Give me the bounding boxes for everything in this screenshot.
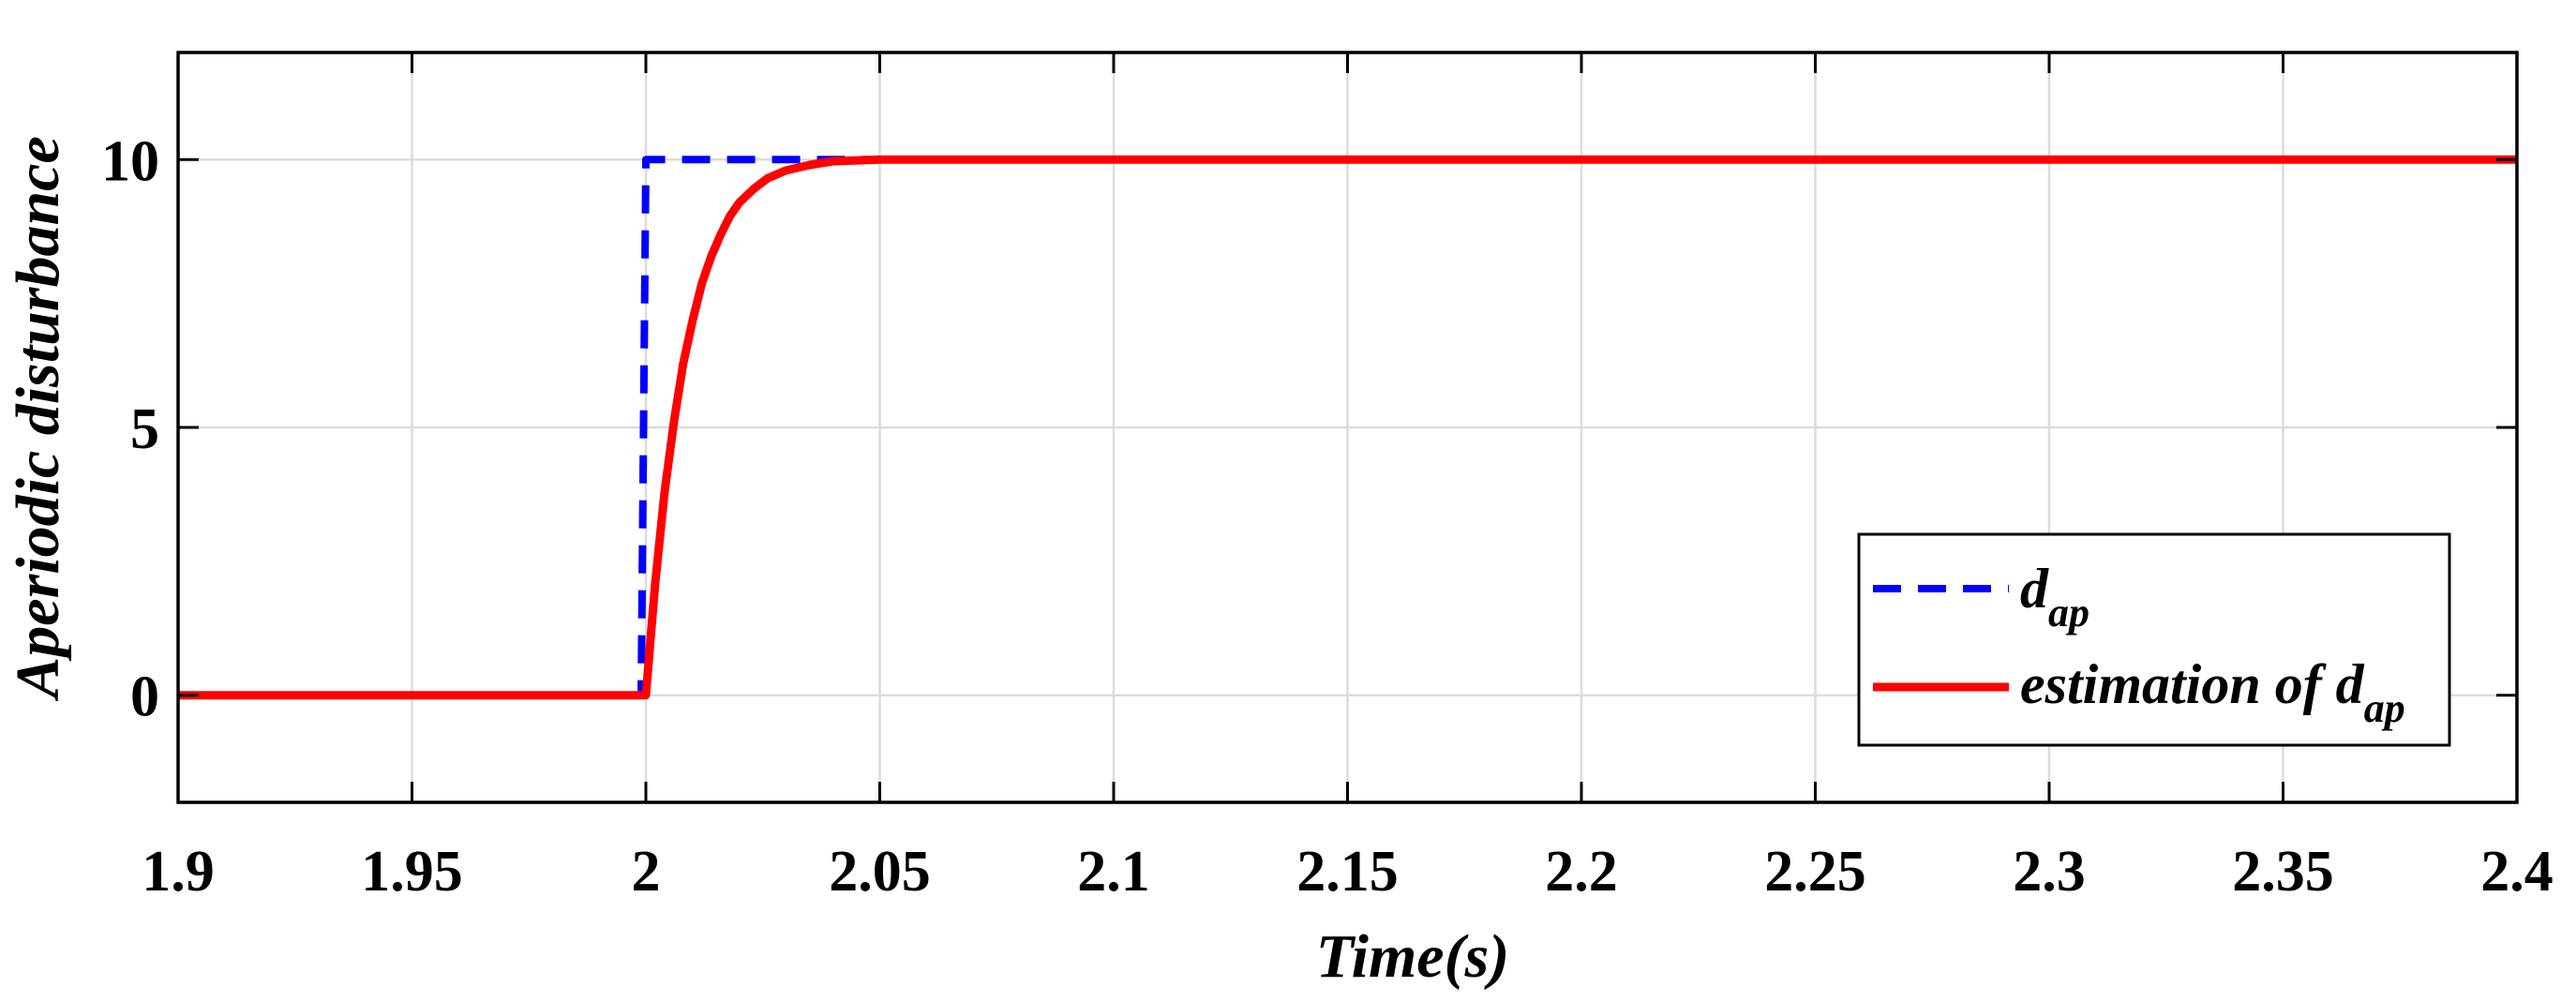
plot-series xyxy=(178,155,2517,700)
series-line-estimation xyxy=(178,155,2517,700)
x-axis-label: Time(s) xyxy=(1316,922,1509,991)
legend-label-dap: dap xyxy=(2020,558,2089,636)
x-axis-ticks: 1.9 1.95 2 2.05 2.1 2.15 2.2 2.25 2.3 2.35 2.4 xyxy=(142,52,2554,904)
legend-label-dap-sub: ap xyxy=(2048,590,2089,636)
y-tick-label: 5 xyxy=(130,397,159,461)
legend-label-estimation: estimation of dap xyxy=(2020,653,2405,731)
x-tick-label: 1.9 xyxy=(142,840,215,904)
legend-label-estimation-sub: ap xyxy=(2364,685,2405,731)
y-tick-label: 10 xyxy=(101,129,159,193)
y-axis-label: Aperiodic disturbance xyxy=(4,136,72,702)
y-tick-label: 0 xyxy=(130,666,159,729)
x-tick-label: 2.2 xyxy=(1545,840,1618,904)
x-tick-label: 2 xyxy=(632,840,661,904)
y-axis-ticks: 0 5 10 xyxy=(101,129,2517,729)
x-tick-label: 2.15 xyxy=(1296,840,1399,904)
x-tick-label: 2.35 xyxy=(2232,840,2334,904)
x-tick-label: 2.25 xyxy=(1764,840,1866,904)
legend-label-estimation-main: estimation of d xyxy=(2020,653,2365,715)
legend-box xyxy=(1857,532,2451,747)
legend: dap estimation of dap xyxy=(1857,532,2451,747)
x-tick-label: 2.3 xyxy=(2013,840,2086,904)
x-tick-label: 2.4 xyxy=(2480,840,2554,904)
x-tick-label: 1.95 xyxy=(361,840,463,904)
legend-label-dap-main: d xyxy=(2020,558,2049,620)
x-tick-label: 2.1 xyxy=(1077,840,1150,904)
x-tick-label: 2.05 xyxy=(829,840,931,904)
